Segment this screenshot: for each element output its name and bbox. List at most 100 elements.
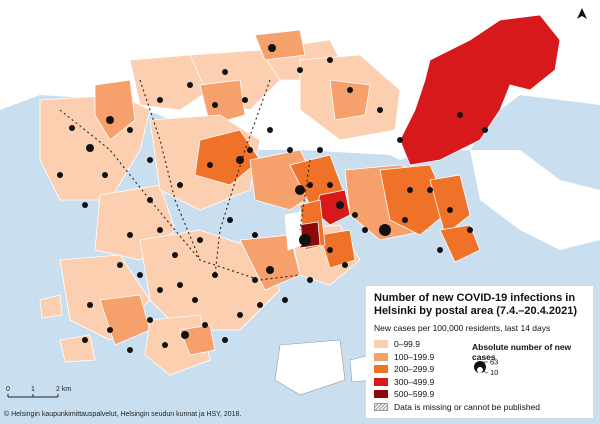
case-dot — [202, 322, 208, 328]
case-dot — [352, 212, 358, 218]
area-missing — [284, 211, 303, 251]
area-ostersundom — [399, 14, 561, 166]
legend-class-row: 0–99.9 — [374, 338, 540, 351]
case-dot — [457, 112, 463, 118]
postal-areas — [39, 29, 481, 376]
legend-class-label: 500–599.9 — [394, 389, 435, 400]
case-dot — [267, 127, 273, 133]
case-dot — [257, 302, 263, 308]
legend-missing-label: Data is missing or cannot be published — [394, 401, 540, 412]
legend-dot-small — [477, 367, 483, 373]
legend-class-label: 300–499.9 — [394, 376, 435, 387]
case-dot — [69, 125, 75, 131]
case-dot — [282, 297, 288, 303]
case-dot — [181, 331, 189, 339]
case-dot — [342, 262, 348, 268]
legend-class-label: 100–199.9 — [394, 351, 435, 362]
legend-class-row: 200–299.9 — [374, 363, 540, 376]
case-dot — [147, 157, 153, 163]
case-dot — [347, 87, 353, 93]
case-dot — [327, 182, 333, 188]
legend-class-label: 200–299.9 — [394, 364, 435, 375]
map-legend: Number of new COVID-19 infections in Hel… — [366, 286, 593, 418]
area-small-island-1 — [59, 334, 96, 363]
neighbouring-land-east — [470, 150, 600, 250]
case-dot — [147, 317, 153, 323]
case-dot — [295, 185, 305, 195]
case-dot — [86, 144, 94, 152]
case-dot — [222, 337, 228, 343]
legend-class-row: Data is missing or cannot be published — [374, 401, 540, 414]
case-dot — [317, 147, 323, 153]
legend-swatch-missing — [374, 402, 388, 411]
case-dot — [327, 247, 333, 253]
legend-title: Number of new COVID-19 infections in Hel… — [374, 292, 578, 317]
north-arrow-icon — [577, 8, 587, 19]
area-small-island-2 — [39, 294, 63, 319]
legend-class-row: 300–499.9 — [374, 376, 540, 389]
case-dot — [307, 277, 313, 283]
case-dot — [437, 247, 443, 253]
case-dot — [266, 266, 274, 274]
area-central-1 — [194, 129, 261, 186]
legend-class-label: 0–99.9 — [394, 339, 420, 350]
scale-label-2: 2 km — [56, 386, 71, 393]
case-dot — [107, 327, 113, 333]
case-dots — [57, 44, 488, 353]
case-dot — [157, 227, 163, 233]
case-dot — [102, 172, 108, 178]
case-dot — [297, 67, 303, 73]
case-dot — [336, 201, 344, 209]
case-dot — [247, 147, 253, 153]
area-south-3 — [319, 229, 356, 269]
case-dot — [362, 227, 368, 233]
area-south-tip-1 — [179, 324, 216, 356]
area-north-east-1 — [329, 79, 371, 121]
case-dot — [177, 182, 183, 188]
case-dot — [212, 102, 218, 108]
case-dot — [82, 202, 88, 208]
case-dot — [117, 262, 123, 268]
area-north-west — [129, 54, 211, 111]
case-dot — [467, 227, 473, 233]
legend-dot-min-label: 10 — [490, 368, 498, 377]
case-dot — [82, 337, 88, 343]
case-dot — [407, 187, 413, 193]
case-dot — [427, 187, 433, 193]
legend-absolute-symbols: 63 10 — [474, 358, 498, 377]
legend-swatch — [374, 377, 388, 386]
case-dot — [147, 197, 153, 203]
case-dot — [252, 277, 258, 283]
case-dot — [187, 82, 193, 88]
area-east-2 — [429, 174, 471, 236]
legend-class-row: 500–599.9 — [374, 388, 540, 401]
area-far-east-island — [439, 224, 481, 263]
legend-swatch — [374, 365, 388, 374]
scale-bar: 0 1 2 km — [6, 386, 71, 398]
railway-lines — [59, 79, 311, 281]
case-dot — [57, 172, 63, 178]
case-dot — [222, 69, 228, 75]
case-dot — [268, 44, 276, 52]
area-north-1 — [199, 79, 246, 126]
legend-classes: 0–99.9 100–199.9 200–299.9 300–499.9 500… — [374, 338, 540, 413]
case-dot — [87, 302, 93, 308]
case-dot — [482, 127, 488, 133]
legend-swatch — [374, 390, 388, 399]
case-dot — [307, 182, 313, 188]
case-dot — [106, 116, 114, 124]
case-dot — [157, 287, 163, 293]
case-dot — [172, 252, 178, 258]
case-dot — [379, 224, 391, 236]
case-dot — [377, 107, 383, 113]
case-dot — [137, 272, 143, 278]
legend-subtitle: New cases per 100,000 residents, last 14… — [374, 323, 551, 333]
case-dot — [287, 147, 293, 153]
case-dot — [299, 234, 311, 246]
case-dot — [157, 97, 163, 103]
area-north-3 — [254, 29, 306, 61]
scale-label-0: 0 — [6, 386, 10, 393]
legend-dot-max-label: 63 — [490, 358, 498, 367]
case-dot — [212, 272, 218, 278]
